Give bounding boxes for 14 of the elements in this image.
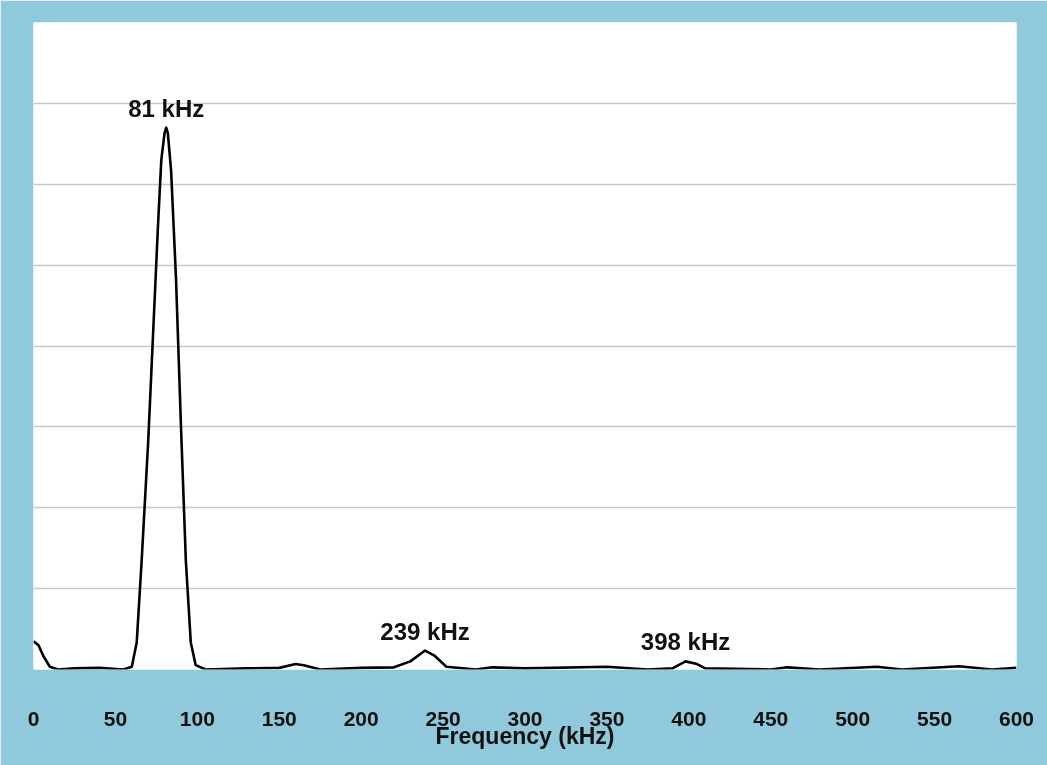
x-tick-label: 600 <box>998 706 1035 730</box>
x-tick-label: 50 <box>103 706 128 730</box>
x-tick-label: 500 <box>835 706 871 730</box>
x-tick-label: 400 <box>671 706 707 730</box>
annotation: 81 kHz <box>128 94 205 122</box>
x-tick-label: 150 <box>261 706 297 730</box>
x-tick-label: 450 <box>753 706 789 730</box>
annotation: 398 kHz <box>640 628 731 656</box>
x-tick-label: 0 <box>27 706 40 730</box>
x-tick-label: 550 <box>917 706 953 730</box>
x-tick-label: 200 <box>343 706 379 730</box>
annotation: 239 kHz <box>380 617 470 645</box>
x-tick-label: 300 <box>507 706 543 730</box>
x-tick-label: 100 <box>179 706 215 730</box>
